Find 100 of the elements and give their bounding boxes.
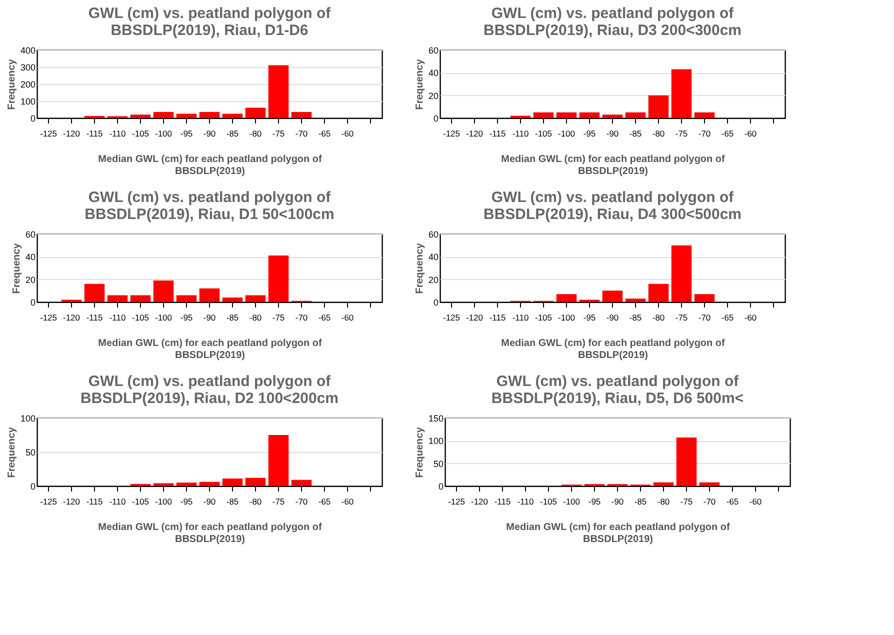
- y-tick-label: 60: [428, 230, 438, 240]
- x-tick-label: -90: [606, 128, 619, 138]
- bar: [556, 112, 577, 118]
- bar: [556, 294, 577, 302]
- x-tick-label: -100: [558, 312, 576, 322]
- x-tick-label: -115: [489, 128, 506, 138]
- x-tick-label: -70: [698, 312, 711, 322]
- bar: [625, 112, 646, 118]
- bar: [694, 112, 715, 118]
- x-tick-label: -100: [562, 496, 580, 506]
- x-tick-label: -85: [634, 496, 647, 506]
- y-tick-label: 60: [428, 46, 438, 56]
- y-tick-label: 20: [428, 90, 438, 101]
- x-axis-title: Median GWL (cm) for each peatland polygon of BBSDLP(2019): [501, 154, 726, 177]
- x-tick-label: -110: [109, 496, 126, 506]
- chart-title: GWL (cm) vs. peatland polygon of BBSDLP(2019), Riau, D5, D6 500m<: [491, 373, 744, 407]
- x-tick-label: -70: [703, 496, 716, 506]
- chart-title: GWL (cm) vs. peatland polygon of BBSDLP(2019), Riau, D4 300<500cm: [483, 189, 742, 223]
- x-tick-label: -125: [448, 496, 466, 506]
- bar: [107, 295, 128, 302]
- x-tick-label: -120: [62, 496, 80, 506]
- y-axis-title: Frequency: [6, 58, 18, 110]
- bar: [291, 112, 312, 118]
- bar: [222, 297, 243, 302]
- x-tick-label: -105: [132, 312, 150, 322]
- x-tick-label: -120: [466, 128, 484, 138]
- x-tick-label: -95: [583, 312, 596, 322]
- bar: [579, 112, 600, 118]
- y-tick-label: 0: [30, 114, 36, 124]
- x-axis-title: Median GWL (cm) for each peatland polygon of BBSDLP(2019): [506, 522, 731, 545]
- bar: [199, 112, 220, 118]
- y-tick-label: 0: [30, 298, 36, 308]
- x-tick-label: -80: [249, 496, 262, 506]
- bar: [694, 294, 715, 302]
- bar: [533, 112, 554, 118]
- bar: [130, 114, 151, 118]
- bar: [84, 284, 105, 302]
- bar: [268, 435, 289, 486]
- x-tick-label: -85: [226, 312, 239, 322]
- x-tick-label: -115: [489, 312, 506, 322]
- x-tick-label: -100: [558, 128, 576, 138]
- x-tick-label: -75: [272, 496, 285, 506]
- x-tick-label: -100: [154, 496, 172, 506]
- x-tick-label: -70: [295, 496, 308, 506]
- x-tick-label: -90: [203, 312, 216, 322]
- y-tick-label: 20: [25, 274, 36, 285]
- x-tick-label: -125: [442, 128, 460, 138]
- bar: [130, 295, 151, 302]
- bar: [245, 108, 266, 118]
- x-tick-label: -125: [442, 312, 460, 322]
- bar: [699, 482, 720, 486]
- x-tick-label: -60: [341, 128, 354, 138]
- y-tick-label: 150: [428, 414, 444, 424]
- y-axis-title: Frequency: [414, 242, 426, 294]
- chart-title: GWL (cm) vs. peatland polygon of BBSDLP(2019), Riau, D2 100<200cm: [80, 373, 339, 407]
- bar: [176, 114, 197, 118]
- x-tick-label: -80: [657, 496, 670, 506]
- x-tick-label: -110: [109, 312, 126, 322]
- bar: [625, 298, 646, 302]
- x-axis-title: Median GWL (cm) for each peatland polygon of BBSDLP(2019): [98, 522, 323, 545]
- x-tick-label: -75: [675, 128, 688, 138]
- x-tick-label: -110: [517, 496, 534, 506]
- x-tick-label: -60: [749, 496, 762, 506]
- bar: [648, 95, 669, 118]
- x-tick-label: -90: [606, 312, 619, 322]
- chart-title: GWL (cm) vs. peatland polygon of BBSDLP(2019), Riau, D1 50<100cm: [84, 189, 334, 223]
- y-axis-title: Frequency: [6, 426, 18, 478]
- bar: [653, 482, 674, 486]
- y-tick-label: 0: [30, 482, 36, 492]
- x-tick-label: -120: [62, 312, 80, 322]
- x-tick-label: -105: [132, 496, 150, 506]
- y-tick-label: 0: [433, 298, 438, 308]
- bar: [176, 295, 197, 302]
- x-tick-label: -105: [534, 128, 552, 138]
- x-tick-label: -65: [726, 496, 739, 506]
- x-tick-label: -65: [721, 128, 734, 138]
- bar: [199, 482, 220, 486]
- x-tick-label: -90: [203, 496, 216, 506]
- x-tick-label: -100: [154, 128, 172, 138]
- x-tick-label: -125: [40, 312, 58, 322]
- x-tick-label: -115: [86, 496, 103, 506]
- x-tick-label: -95: [180, 496, 193, 506]
- x-axis-title: Median GWL (cm) for each peatland polygon of BBSDLP(2019): [501, 338, 726, 361]
- y-tick-label: 100: [20, 414, 36, 424]
- bar: [602, 290, 623, 302]
- x-tick-label: -85: [226, 496, 239, 506]
- bar: [153, 112, 174, 118]
- x-tick-label: -75: [272, 128, 285, 138]
- chart-title: GWL (cm) vs. peatland polygon of BBSDLP(2019), Riau, D1-D6: [88, 5, 332, 39]
- x-tick-label: -125: [40, 128, 58, 138]
- x-tick-label: -90: [203, 128, 216, 138]
- x-tick-label: -80: [652, 312, 665, 322]
- x-tick-label: -60: [744, 128, 757, 138]
- x-tick-label: -95: [588, 496, 601, 506]
- y-tick-label: 40: [25, 252, 36, 262]
- y-tick-label: 0: [433, 114, 438, 124]
- y-tick-label: 200: [20, 80, 36, 90]
- y-tick-label: 100: [20, 96, 36, 106]
- x-tick-label: -105: [534, 312, 552, 322]
- x-tick-label: -75: [680, 496, 693, 506]
